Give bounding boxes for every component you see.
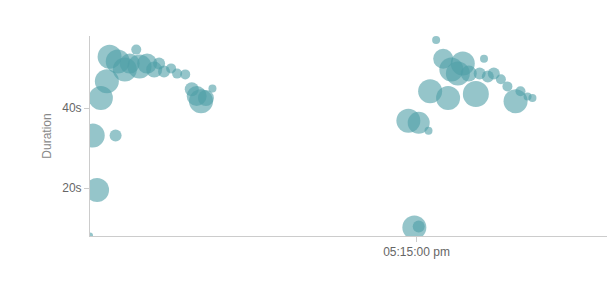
svg-text:Duration: Duration	[40, 113, 54, 158]
svg-text:05:15:00 pm: 05:15:00 pm	[383, 245, 450, 259]
svg-text:40s: 40s	[62, 101, 81, 115]
svg-text:20s: 20s	[62, 181, 81, 195]
